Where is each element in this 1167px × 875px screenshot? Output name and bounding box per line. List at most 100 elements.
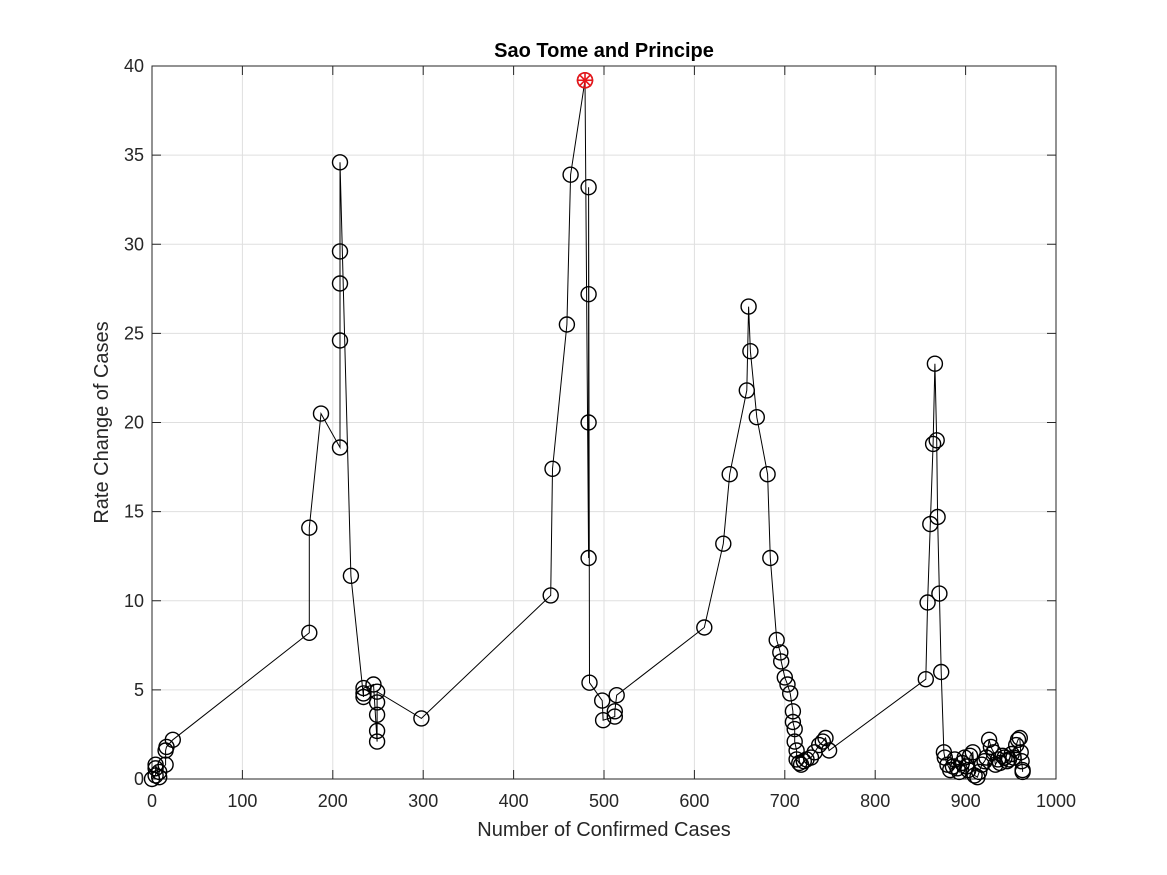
data-point (413, 710, 430, 727)
data-point (696, 619, 713, 636)
data-point (820, 742, 838, 759)
y-tick-label: 15 (124, 502, 144, 522)
data-point (919, 594, 936, 611)
data-point (980, 731, 998, 748)
data-point (971, 763, 988, 781)
data-point (562, 166, 579, 183)
data-point (331, 243, 349, 260)
data-point (721, 466, 738, 483)
data-point (580, 178, 597, 196)
data-point (331, 439, 349, 456)
data-point (742, 343, 759, 360)
data-point (1012, 744, 1029, 761)
data-series (143, 72, 1031, 788)
data-point (1014, 763, 1031, 781)
data-point (942, 761, 959, 779)
data-point (715, 535, 732, 552)
y-tick-label: 35 (124, 145, 144, 165)
data-point (594, 692, 611, 709)
y-tick-label: 20 (124, 413, 144, 433)
data-point (779, 676, 796, 693)
data-point (312, 405, 330, 422)
data-point (558, 316, 576, 333)
data-point (1009, 731, 1027, 748)
y-tick-label: 40 (124, 56, 144, 76)
data-point (759, 466, 776, 483)
x-tick-label: 1000 (1036, 791, 1076, 811)
data-point (931, 585, 948, 602)
x-tick-label: 900 (951, 791, 981, 811)
x-tick-label: 200 (318, 791, 348, 811)
x-tick-label: 700 (770, 791, 800, 811)
data-point (933, 663, 950, 681)
x-tick-label: 300 (408, 791, 438, 811)
data-point (768, 631, 785, 649)
y-tick-label: 5 (134, 680, 144, 700)
data-point (740, 298, 757, 315)
data-point (782, 685, 799, 702)
data-point (929, 508, 946, 526)
data-point (738, 382, 755, 399)
data-point (606, 708, 623, 725)
x-tick-label: 100 (227, 791, 257, 811)
data-point (786, 733, 803, 750)
data-point (368, 706, 386, 723)
data-point (917, 671, 934, 688)
data-point (581, 674, 598, 691)
data-point (368, 733, 386, 750)
data-point (544, 460, 561, 477)
x-axis-label: Number of Confirmed Cases (477, 819, 730, 841)
data-point (802, 749, 820, 766)
data-point (542, 587, 559, 604)
x-tick-label: 600 (679, 791, 709, 811)
data-point (580, 286, 597, 303)
data-point (301, 519, 318, 536)
data-point (331, 275, 349, 292)
data-point (157, 756, 174, 773)
data-point (594, 712, 612, 729)
x-tick-label: 500 (589, 791, 619, 811)
data-point (814, 733, 831, 750)
x-tick-label: 400 (499, 791, 529, 811)
data-point (368, 694, 386, 711)
data-point (147, 767, 164, 784)
data-point (331, 332, 349, 349)
data-point (817, 729, 834, 747)
chart-title: Sao Tome and Principe (494, 40, 714, 62)
data-point (580, 414, 597, 431)
data-point (301, 624, 318, 641)
data-point (355, 685, 372, 702)
axis-ticks: 0 100 200 300 400 500 600 700 800 900 1000 0 5 10 15 20… (124, 56, 1076, 811)
data-point (368, 722, 386, 740)
y-tick-label: 10 (124, 591, 144, 611)
data-point (784, 713, 802, 731)
data-point (331, 154, 349, 171)
data-point (773, 653, 790, 670)
data-point (776, 669, 793, 686)
peak-marker (576, 71, 594, 89)
x-tick-label: 0 (147, 791, 157, 811)
data-point (748, 409, 765, 426)
y-tick-label: 0 (134, 769, 144, 789)
data-point (368, 683, 386, 700)
data-point (342, 567, 360, 584)
data-point (926, 355, 944, 372)
data-point (961, 747, 979, 764)
y-tick-label: 25 (124, 323, 144, 343)
data-point (928, 432, 945, 449)
data-point (762, 549, 779, 567)
peak-asterisk-d2 (578, 73, 592, 87)
data-point (147, 760, 164, 777)
data-point (608, 687, 625, 704)
y-tick-label: 30 (124, 234, 144, 254)
x-tick-label: 800 (860, 791, 890, 811)
data-point (924, 435, 942, 453)
data-point (164, 731, 182, 748)
data-point (606, 703, 623, 720)
data-point (580, 549, 597, 567)
data-point (784, 703, 802, 720)
data-point (772, 644, 789, 661)
data-point (786, 720, 803, 738)
